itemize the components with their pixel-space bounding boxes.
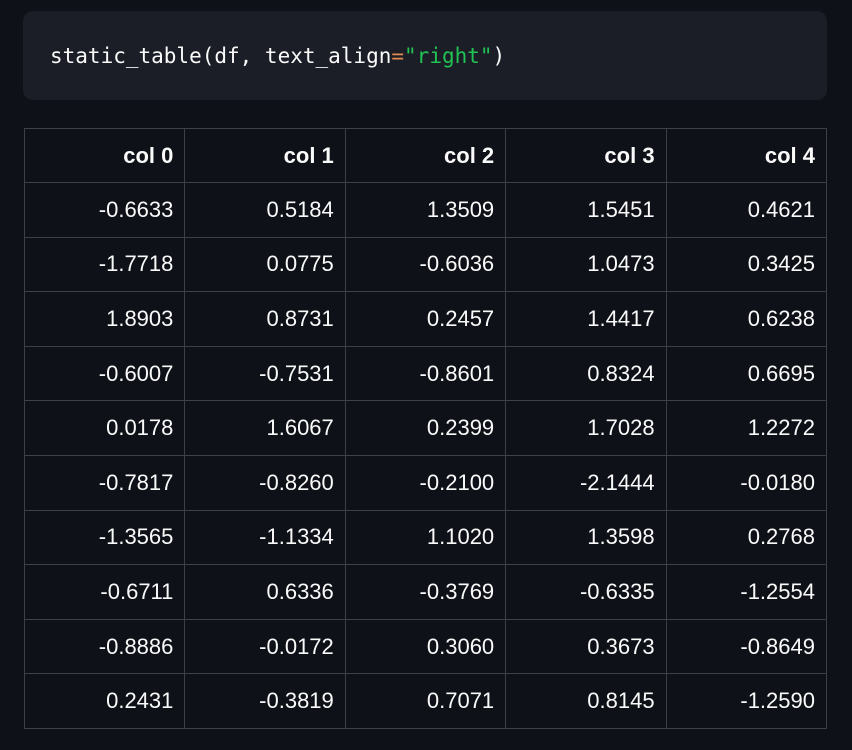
code-token: ) [492, 43, 506, 68]
table-row: -0.6007 -0.7531 -0.8601 0.8324 0.6695 [23, 345, 828, 402]
table-row: -1.3565 -1.1334 1.1020 1.3598 0.2768 [23, 509, 828, 566]
code-token: = [391, 43, 405, 68]
table-cell: 1.0473 [505, 236, 667, 293]
table-cell: -0.6335 [505, 564, 667, 620]
table-row: -1.7718 0.0775 -0.6036 1.0473 0.3425 [23, 236, 828, 293]
table-cell: 1.4417 [505, 291, 667, 347]
table-cell: 0.3060 [344, 618, 507, 675]
table-cell: -0.6007 [23, 345, 186, 402]
table-cell: -1.1334 [184, 509, 346, 566]
table-cell: 0.6695 [665, 345, 828, 402]
table-row: 0.0178 1.6067 0.2399 1.7028 1.2272 [23, 400, 828, 456]
table-row: -0.6633 0.5184 1.3509 1.5451 0.4621 [23, 182, 828, 238]
table-cell: -2.1444 [505, 454, 667, 511]
table-cell: -0.2100 [344, 454, 507, 511]
table-cell: 1.3598 [505, 509, 667, 566]
table-cell: 0.8731 [184, 291, 346, 347]
table-row: -0.8886 -0.0172 0.3060 0.3673 -0.8649 [23, 618, 828, 675]
table-cell: -0.6711 [23, 564, 186, 620]
table-cell: 0.5184 [184, 182, 346, 238]
table-cell: -0.3819 [184, 673, 346, 729]
table-row: 0.2431 -0.3819 0.7071 0.8145 -1.2590 [23, 673, 828, 729]
table-cell: -0.8260 [184, 454, 346, 511]
table-cell: 1.7028 [505, 400, 667, 456]
table-cell: -1.7718 [23, 236, 186, 293]
table-cell: 0.0775 [184, 236, 346, 293]
table-row: -0.6711 0.6336 -0.3769 -0.6335 -1.2554 [23, 564, 828, 620]
table-cell: 0.2457 [344, 291, 507, 347]
table-row: 1.8903 0.8731 0.2457 1.4417 0.6238 [23, 291, 828, 347]
column-header: col 3 [505, 128, 667, 183]
table-cell: -0.6633 [23, 182, 186, 238]
table-cell: -0.8601 [344, 345, 507, 402]
table-cell: 1.1020 [344, 509, 507, 566]
table-cell: 0.2399 [344, 400, 507, 456]
column-header: col 2 [344, 128, 507, 183]
table-cell: 0.0178 [23, 400, 186, 456]
code-token: "right" [404, 43, 493, 68]
table-cell: 0.3673 [505, 618, 667, 675]
table-cell: 0.6238 [665, 291, 828, 347]
table-head: col 0 col 1 col 2 col 3 col 4 [23, 128, 828, 183]
table-cell: 0.6336 [184, 564, 346, 620]
table-cell: -0.3769 [344, 564, 507, 620]
column-header: col 4 [665, 128, 828, 183]
table-cell: -0.7531 [184, 345, 346, 402]
table-cell: 0.2431 [23, 673, 186, 729]
table-cell: 0.4621 [665, 182, 828, 238]
table-cell: -0.8886 [23, 618, 186, 675]
table-body: -0.6633 0.5184 1.3509 1.5451 0.4621 -1.7718 0.… [23, 182, 828, 729]
table-cell: 1.6067 [184, 400, 346, 456]
table-cell: 1.3509 [344, 182, 507, 238]
table-cell: -0.0180 [665, 454, 828, 511]
table-cell: 0.8145 [505, 673, 667, 729]
table-cell: -1.3565 [23, 509, 186, 566]
table-cell: 1.2272 [665, 400, 828, 456]
code-token: static_table(df, text_align [50, 43, 392, 68]
table-cell: -0.8649 [665, 618, 828, 675]
table-row: -0.7817 -0.8260 -0.2100 -2.1444 -0.0180 [23, 454, 828, 511]
code-block: static_table(df, text_align = "right") [23, 11, 827, 100]
table-cell: 0.2768 [665, 509, 828, 566]
table-cell: 0.8324 [505, 345, 667, 402]
table-cell: -1.2554 [665, 564, 828, 620]
table-cell: 1.5451 [505, 182, 667, 238]
data-table: col 0 col 1 col 2 col 3 col 4 -0.6633 0.5184 1… [23, 128, 828, 729]
column-header: col 0 [23, 128, 186, 183]
table-cell: -0.7817 [23, 454, 186, 511]
header-row: col 0 col 1 col 2 col 3 col 4 [23, 128, 828, 183]
column-header: col 1 [184, 128, 346, 183]
table-cell: -1.2590 [665, 673, 828, 729]
table-cell: 1.8903 [23, 291, 186, 347]
table-cell: 0.3425 [665, 236, 828, 293]
table-cell: 0.7071 [344, 673, 507, 729]
table-cell: -0.6036 [344, 236, 507, 293]
table-cell: -0.0172 [184, 618, 346, 675]
